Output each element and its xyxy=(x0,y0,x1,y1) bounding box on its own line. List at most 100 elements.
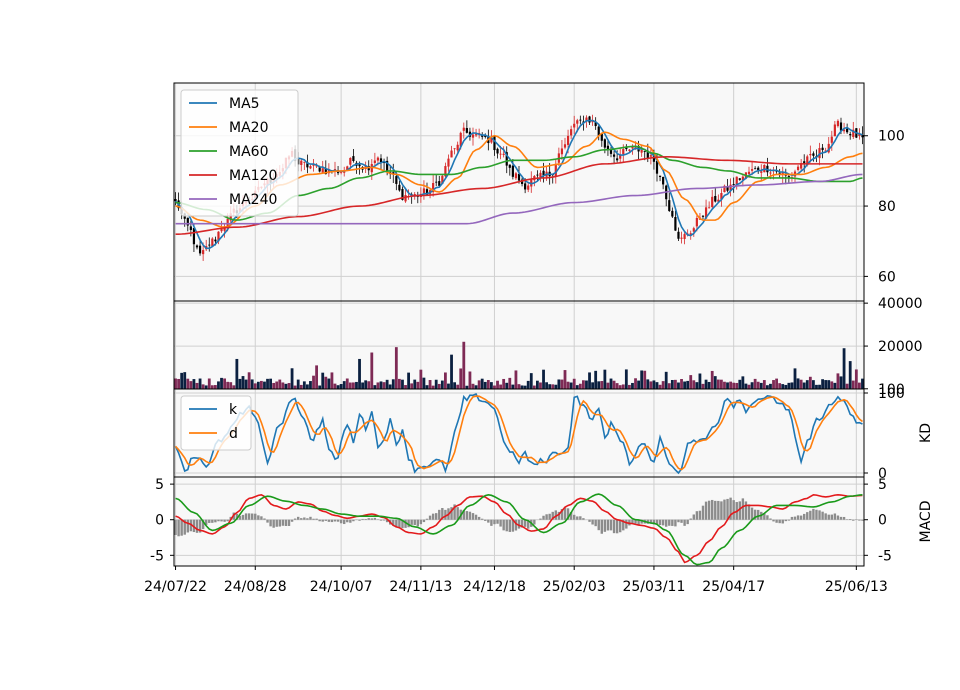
macd-hist-bar xyxy=(201,519,205,530)
volume-bar xyxy=(217,381,220,389)
candle-body xyxy=(373,160,376,163)
price-ytick-label: 80 xyxy=(878,199,896,215)
volume-bar xyxy=(434,379,438,389)
macd-hist-bar xyxy=(407,519,410,528)
macd-hist-bar xyxy=(453,504,456,520)
macd-hist-bar xyxy=(747,504,751,520)
macd-hist-bar xyxy=(695,511,699,520)
volume-bar xyxy=(465,385,469,389)
candle-body xyxy=(606,145,610,150)
candle xyxy=(465,120,468,134)
macd-hist-bar xyxy=(698,510,702,520)
volume-ytick-label: 20000 xyxy=(878,339,923,355)
volume-bar xyxy=(738,379,742,389)
volume-bar xyxy=(339,384,343,389)
volume-bar xyxy=(263,381,266,389)
volume-bar xyxy=(272,382,276,389)
candle-body xyxy=(803,161,806,165)
kd-grid xyxy=(174,389,864,477)
candle-body xyxy=(760,171,763,173)
candle-body xyxy=(732,184,735,185)
macd-hist-bar xyxy=(281,519,285,526)
candle-body xyxy=(195,245,199,248)
volume-bar xyxy=(483,381,487,389)
candle-body xyxy=(186,217,189,226)
macd-hist-bar xyxy=(208,519,211,523)
volume-bar xyxy=(244,379,248,389)
candle-body xyxy=(435,181,438,183)
macd-hist-bar xyxy=(842,516,846,520)
candle-body xyxy=(570,129,573,136)
macd-hist-bar xyxy=(511,519,515,532)
volume-bar xyxy=(367,381,371,389)
volume-bar xyxy=(177,378,180,389)
macd-hist-bar xyxy=(315,518,318,520)
candle-body xyxy=(622,149,625,155)
legend-label-d: d xyxy=(229,426,238,442)
volume-bar xyxy=(376,382,380,389)
macd-hist-bar xyxy=(456,507,459,520)
volume-bar xyxy=(551,384,555,389)
macd-hist-bar xyxy=(293,518,297,520)
volume-bar xyxy=(830,381,834,389)
macd-hist-bar xyxy=(312,518,315,520)
candle-body xyxy=(585,117,588,121)
candle-body xyxy=(809,153,812,156)
volume-bar xyxy=(851,380,855,389)
ma240-line xyxy=(175,173,863,225)
macd-hist-bar xyxy=(517,519,521,529)
volume-bar xyxy=(698,373,702,389)
volume-bar xyxy=(815,384,818,389)
volume-bar xyxy=(306,384,309,389)
macd-hist-bar xyxy=(186,519,189,533)
candle-body xyxy=(566,135,570,145)
volume-bar xyxy=(735,382,739,389)
macd-hist-bar xyxy=(772,519,775,522)
volume-bar xyxy=(293,385,297,389)
volume-bar xyxy=(643,370,647,389)
macd-hist-bar xyxy=(324,519,327,521)
volume-bar xyxy=(793,368,797,389)
volume-bar xyxy=(753,378,757,389)
macd-hist-bar xyxy=(435,513,438,520)
candle-body xyxy=(202,250,205,255)
macd-hist-bar xyxy=(784,519,787,522)
volume-bar xyxy=(557,379,561,389)
macd-hist-bar xyxy=(174,519,177,535)
volume-bar xyxy=(827,380,831,389)
volume-bar xyxy=(486,380,490,389)
volume-bar xyxy=(747,384,751,389)
macd-hist-bar xyxy=(830,514,833,520)
macd-hist-bar xyxy=(422,519,426,523)
xtick-label: 24/07/22 xyxy=(144,579,207,595)
candle-body xyxy=(502,153,505,155)
macd-hist-bar xyxy=(606,519,610,531)
candle-body xyxy=(720,193,723,200)
macd-hist-bar xyxy=(278,519,281,527)
volume-bar xyxy=(759,382,763,389)
macd-hist-bar xyxy=(683,519,686,526)
candle-body xyxy=(315,165,318,167)
macd-hist-bar xyxy=(729,497,732,520)
volume-bar xyxy=(284,383,288,389)
candle xyxy=(606,139,610,156)
volume-bar xyxy=(769,383,772,389)
macd-hist-bar xyxy=(490,519,493,526)
macd-hist-bar xyxy=(428,515,432,520)
candle xyxy=(563,137,567,150)
candle-body xyxy=(447,158,450,167)
volume-bar xyxy=(674,379,677,389)
volume-bar xyxy=(848,361,852,389)
macd-hist-bar xyxy=(591,519,594,525)
volume-bar xyxy=(821,379,824,389)
candle-body xyxy=(778,172,781,174)
volume-bar xyxy=(318,385,322,389)
macd-hist-bar xyxy=(260,516,263,520)
volume-bar xyxy=(428,380,432,389)
volume-bar xyxy=(606,382,610,389)
macd-hist-bar xyxy=(554,510,557,520)
macd-hist-bar xyxy=(180,519,183,536)
volume-bar xyxy=(560,379,564,389)
candle-body xyxy=(668,200,671,211)
candle xyxy=(195,244,199,250)
